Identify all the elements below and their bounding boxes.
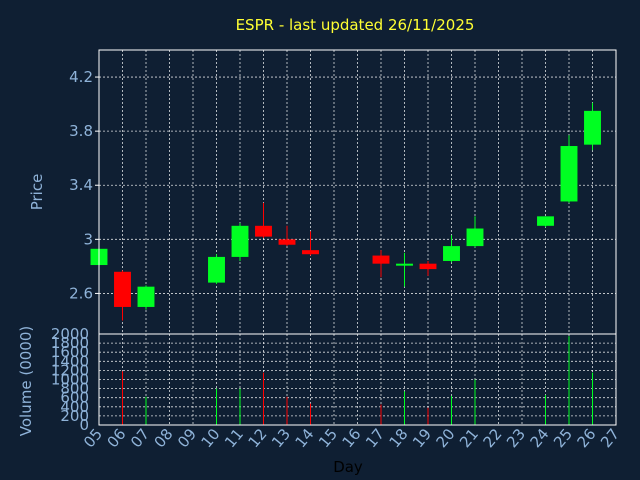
candle-body (396, 263, 413, 266)
volume-tick-label: 1000 (51, 371, 89, 389)
candle (302, 231, 319, 256)
candle (278, 225, 296, 247)
candle-body (560, 146, 578, 202)
candle (537, 216, 554, 228)
candle (255, 202, 272, 238)
candle (114, 270, 131, 321)
chart-title: ESPR - last updated 26/11/2025 (236, 16, 475, 34)
candle-body (137, 286, 155, 307)
price-tick-label: 2.6 (69, 284, 93, 302)
candle-body (231, 225, 249, 257)
candle-body (302, 250, 319, 255)
candle (560, 135, 578, 203)
volume-tick-label: 1400 (51, 352, 89, 370)
volume-series (122, 336, 593, 425)
volume-tick-label: 800 (60, 380, 89, 398)
candle-body (443, 246, 460, 261)
candle-body (278, 239, 296, 245)
candle (372, 250, 390, 278)
candle (396, 252, 413, 287)
price-tick-label: 3.8 (69, 122, 93, 140)
candle-body (537, 216, 554, 226)
price-tick-label: 3 (83, 230, 93, 248)
volume-tick-label: 0 (79, 416, 89, 434)
volume-tick-label: 400 (60, 398, 89, 416)
candle-body (114, 271, 131, 307)
volume-tick-label: 1800 (51, 334, 89, 352)
candle-body (255, 225, 272, 237)
candle-body (584, 110, 601, 145)
volume-tick-label: 2000 (51, 325, 89, 343)
price-axis-label: Price (28, 174, 46, 211)
volume-tick-label: 1600 (51, 343, 89, 361)
candle (443, 235, 460, 263)
volume-tick-label: 1200 (51, 361, 89, 379)
price-tick-label: 3.4 (69, 176, 93, 194)
volume-tick-label: 600 (60, 389, 89, 407)
candle (208, 254, 225, 284)
candle-body (372, 255, 390, 264)
candle-body (466, 228, 484, 247)
candle (466, 216, 484, 248)
price-tick-label: 4.2 (69, 68, 93, 86)
x-axis-label: Day (333, 458, 363, 476)
candlestick-series (90, 102, 601, 321)
candle (231, 223, 249, 261)
candle (137, 285, 155, 310)
volume-plot-frame (98, 333, 617, 426)
candle (419, 260, 437, 276)
volume-axis-label: Volume (0000) (17, 326, 35, 436)
candle-body (419, 263, 437, 270)
volume-tick-label: 200 (60, 407, 89, 425)
candle (584, 102, 601, 151)
candle-body (208, 256, 225, 283)
